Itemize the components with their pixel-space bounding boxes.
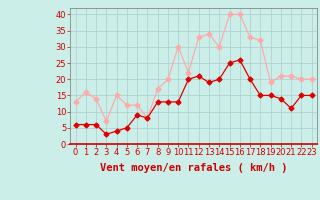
X-axis label: Vent moyen/en rafales ( km/h ): Vent moyen/en rafales ( km/h ) [100,163,287,173]
